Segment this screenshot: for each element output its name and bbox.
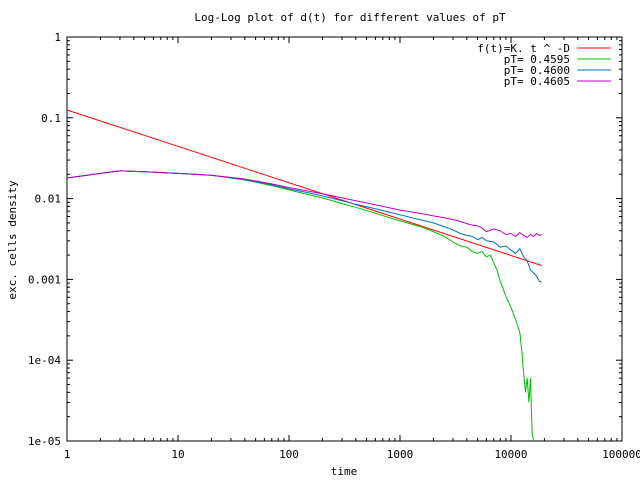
plot-frame xyxy=(66,36,623,442)
x-tick-label: 10000 xyxy=(494,448,527,461)
legend-label: pT= 0.4595 xyxy=(504,53,570,66)
y-tick-label: 1e-04 xyxy=(28,354,61,367)
x-tick-label: 1000 xyxy=(387,448,414,461)
axis-ticks: 1 10 100 1000 10000 100000 1 0.1 0.01 0.001 1e-04 1… xyxy=(28,31,640,461)
x-tick-label: 1 xyxy=(64,448,71,461)
series-line-0 xyxy=(66,109,543,267)
chart-title: Log-Log plot of d(t) for different value… xyxy=(194,11,506,24)
legend-label: pT= 0.4605 xyxy=(504,75,570,88)
x-tick-label: 100 xyxy=(279,448,299,461)
y-axis-label: exc. cells density xyxy=(6,180,19,300)
y-tick-label: 1e-05 xyxy=(28,435,61,448)
x-tick-label: 10 xyxy=(171,448,184,461)
legend-label: pT= 0.4600 xyxy=(504,64,570,77)
y-tick-label: 0.01 xyxy=(35,193,62,206)
y-tick-label: 0.1 xyxy=(41,112,61,125)
legend-label: f(t)=K. t ^ -D xyxy=(477,42,570,55)
series-line-1 xyxy=(66,170,535,442)
x-axis-label: time xyxy=(331,465,358,478)
x-tick-label: 100000 xyxy=(602,448,640,461)
series-lines xyxy=(66,109,543,442)
y-tick-label: 1 xyxy=(54,31,61,44)
y-tick-label: 0.001 xyxy=(28,273,61,286)
series-line-3 xyxy=(66,170,543,239)
series-line-2 xyxy=(66,170,543,283)
